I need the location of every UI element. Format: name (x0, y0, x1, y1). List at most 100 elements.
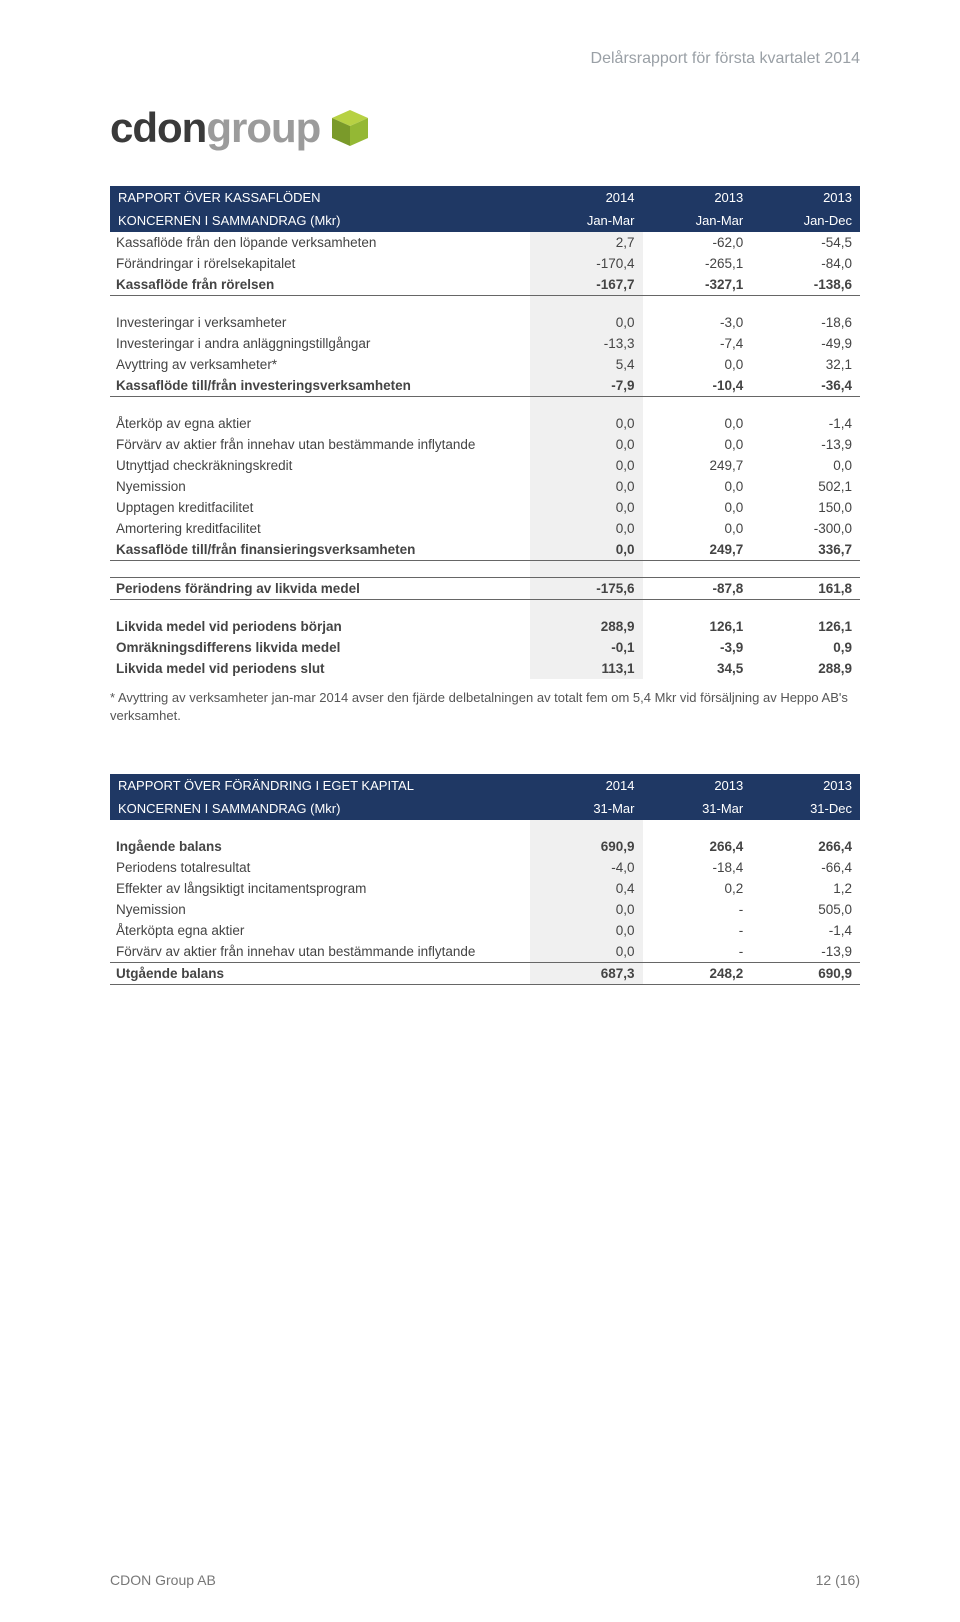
cashflow-table: RAPPORT ÖVER KASSAFLÖDEN 2014 2013 2013 … (110, 186, 860, 679)
t2-col3-top: 2013 (751, 774, 860, 797)
table-cell: Investeringar i verksamheter (110, 312, 530, 333)
t1-sum3-l: Kassaflöde till/från finansieringsverksa… (110, 539, 530, 561)
table-cell: Kassaflöde från den löpande verksamheten (110, 232, 530, 253)
table-cell: 34,5 (643, 658, 752, 679)
table-cell: -66,4 (751, 857, 860, 878)
table-cell: -13,3 (530, 333, 643, 354)
table-cell: Effekter av långsiktigt incitamentsprogr… (110, 878, 530, 899)
t1-sum2-v2: -36,4 (751, 375, 860, 397)
table-cell: 126,1 (643, 616, 752, 637)
table-cell: 32,1 (751, 354, 860, 375)
table-cell: 505,0 (751, 899, 860, 920)
table-cell: 0,0 (530, 497, 643, 518)
footer-right: 12 (16) (816, 1572, 860, 1588)
table-cell: 0,0 (643, 476, 752, 497)
t1-sum2-l: Kassaflöde till/från investeringsverksam… (110, 375, 530, 397)
table-cell: Nyemission (110, 899, 530, 920)
table-cell: - (643, 899, 752, 920)
table-cell: -18,4 (643, 857, 752, 878)
t1-sum1-v0: -167,7 (530, 274, 643, 296)
table-cell: Förvärv av aktier från innehav utan best… (110, 941, 530, 963)
table-cell: -49,9 (751, 333, 860, 354)
table-cell: 0,0 (643, 434, 752, 455)
table-cell: -4,0 (530, 857, 643, 878)
table-cell: -84,0 (751, 253, 860, 274)
footer-left: CDON Group AB (110, 1572, 216, 1588)
table-cell: 0,0 (530, 899, 643, 920)
t1-col1-top: 2014 (530, 186, 643, 209)
table-cell: 0,0 (643, 497, 752, 518)
table-cell: 0,0 (530, 476, 643, 497)
t1-sum3-v2: 336,7 (751, 539, 860, 561)
table-cell: 0,0 (530, 455, 643, 476)
table-cell: 690,9 (530, 836, 643, 857)
logo-part2: group (206, 104, 320, 151)
table-cell: 288,9 (530, 616, 643, 637)
table-cell: -300,0 (751, 518, 860, 539)
table-cell: Upptagen kreditfacilitet (110, 497, 530, 518)
logo-part1: cdon (110, 104, 206, 151)
t1-sum1-v1: -327,1 (643, 274, 752, 296)
table-cell: 0,0 (751, 455, 860, 476)
t2-sum-v0: 687,3 (530, 963, 643, 985)
table-cell: 5,4 (530, 354, 643, 375)
table-cell: Utnyttjad checkräkningskredit (110, 455, 530, 476)
page-footer: CDON Group AB 12 (16) (110, 1572, 860, 1588)
t1-col3-bot: Jan-Dec (751, 209, 860, 232)
table-cell: Likvida medel vid periodens slut (110, 658, 530, 679)
t1-sum4-l: Periodens förändring av likvida medel (110, 578, 530, 600)
table-cell: Förvärv av aktier från innehav utan best… (110, 434, 530, 455)
table-cell: -265,1 (643, 253, 752, 274)
t2-col2-bot: 31-Mar (643, 797, 752, 820)
table-cell: Likvida medel vid periodens början (110, 616, 530, 637)
table-cell: 0,0 (643, 354, 752, 375)
table-cell: Förändringar i rörelsekapitalet (110, 253, 530, 274)
table-cell: 0,4 (530, 878, 643, 899)
t2-col3-bot: 31-Dec (751, 797, 860, 820)
table-cell: 0,0 (530, 434, 643, 455)
table-cell: 0,0 (530, 413, 643, 434)
footnote: * Avyttring av verksamheter jan-mar 2014… (110, 689, 860, 724)
table-cell: Omräkningsdifferens likvida medel (110, 637, 530, 658)
table-cell: 1,2 (751, 878, 860, 899)
t1-title1: RAPPORT ÖVER KASSAFLÖDEN (110, 186, 530, 209)
t2-col1-bot: 31-Mar (530, 797, 643, 820)
page-header: Delårsrapport för första kvartalet 2014 (110, 50, 860, 68)
t2-sum-v1: 248,2 (643, 963, 752, 985)
table-cell: -62,0 (643, 232, 752, 253)
table-cell: 502,1 (751, 476, 860, 497)
t1-sum3-v1: 249,7 (643, 539, 752, 561)
table-cell: -18,6 (751, 312, 860, 333)
table-cell: -54,5 (751, 232, 860, 253)
table-cell: 113,1 (530, 658, 643, 679)
table-cell: -13,9 (751, 941, 860, 963)
table-cell: 0,2 (643, 878, 752, 899)
t2-sum-l: Utgående balans (110, 963, 530, 985)
table-cell: -3,0 (643, 312, 752, 333)
table-cell: 266,4 (643, 836, 752, 857)
table-cell: - (643, 920, 752, 941)
t1-sum1-v2: -138,6 (751, 274, 860, 296)
table-cell: - (643, 941, 752, 963)
table-cell: Amortering kreditfacilitet (110, 518, 530, 539)
t2-col1-top: 2014 (530, 774, 643, 797)
table-cell: Ingående balans (110, 836, 530, 857)
table-cell: 0,0 (530, 941, 643, 963)
table-cell: -13,9 (751, 434, 860, 455)
t1-sum2-v1: -10,4 (643, 375, 752, 397)
table-cell: 0,0 (530, 518, 643, 539)
t1-sum1-l: Kassaflöde från rörelsen (110, 274, 530, 296)
table-cell: Återköp av egna aktier (110, 413, 530, 434)
t1-title2: KONCERNEN I SAMMANDRAG (Mkr) (110, 209, 530, 232)
logo: cdongroup (110, 104, 860, 152)
t1-col3-top: 2013 (751, 186, 860, 209)
table-cell: 0,0 (530, 920, 643, 941)
table-cell: -7,4 (643, 333, 752, 354)
table-cell: 0,0 (643, 518, 752, 539)
table-cell: 0,0 (530, 312, 643, 333)
table-cell: Investeringar i andra anläggningstillgån… (110, 333, 530, 354)
t1-sum3-v0: 0,0 (530, 539, 643, 561)
t2-sum-v2: 690,9 (751, 963, 860, 985)
t1-sum2-v0: -7,9 (530, 375, 643, 397)
table-cell: 126,1 (751, 616, 860, 637)
